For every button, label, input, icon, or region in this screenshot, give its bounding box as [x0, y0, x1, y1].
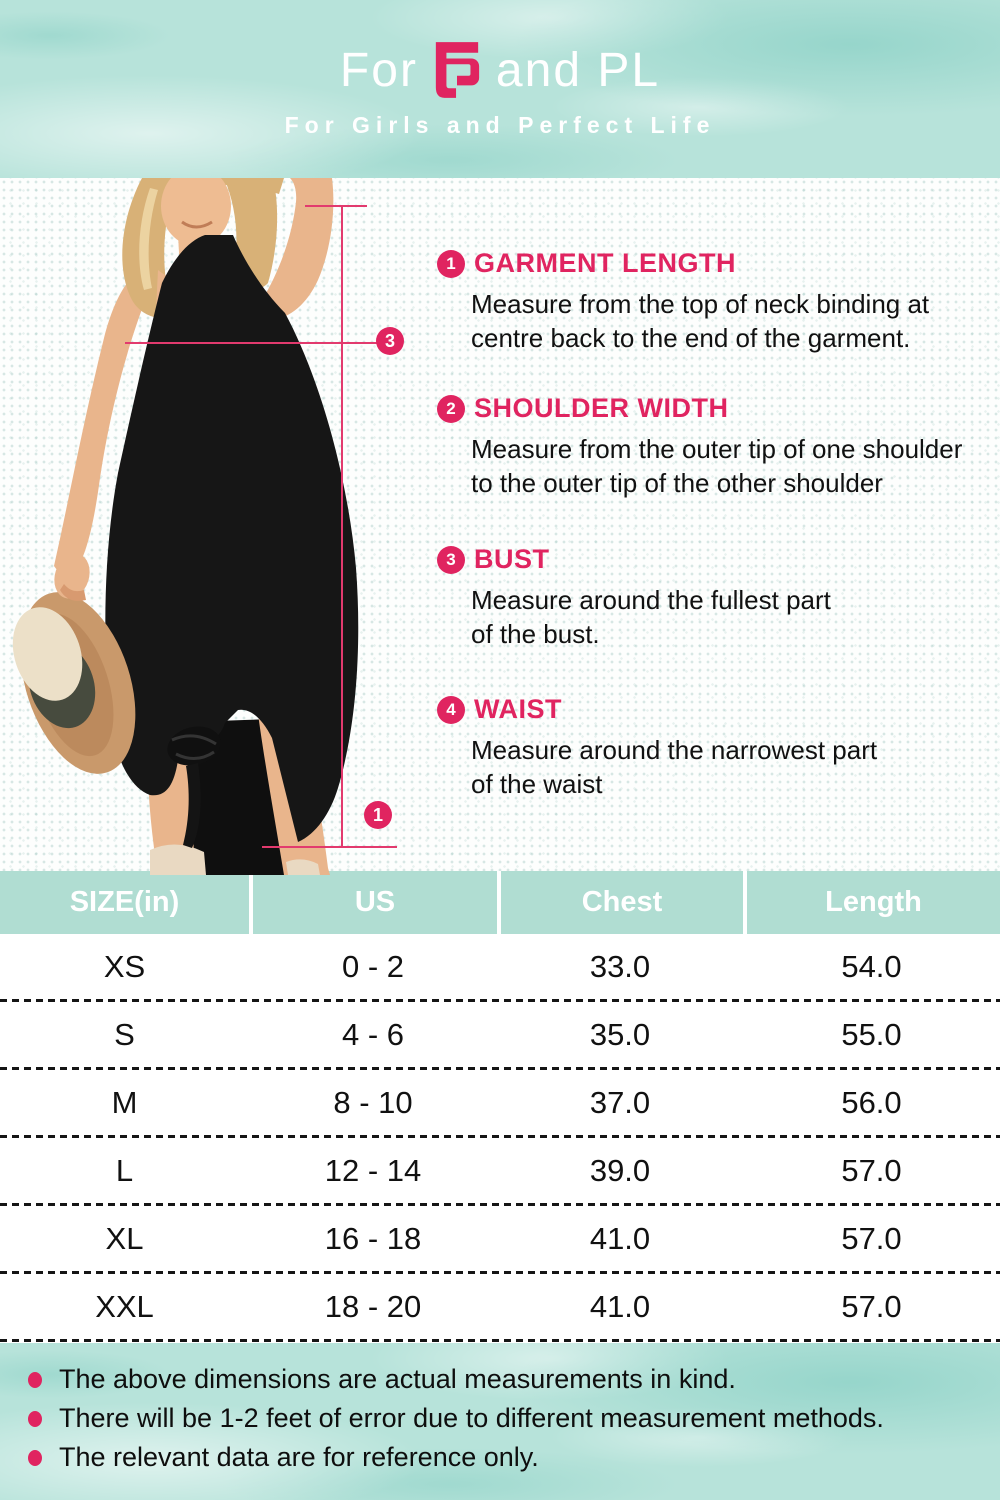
table-row: M 8 - 10 37.0 56.0 [0, 1070, 1000, 1135]
cell-chest: 33.0 [589, 948, 651, 984]
section-desc-line: of the waist [471, 769, 603, 799]
cell-length: 56.0 [841, 1084, 902, 1120]
section-desc-line: of the bust. [471, 619, 600, 649]
note-item: The relevant data are for reference only… [28, 1438, 1000, 1477]
cell-length: 55.0 [841, 1016, 902, 1052]
sun-hat [12, 592, 136, 774]
model-raised-arm [262, 178, 334, 320]
cell-size: M [111, 1084, 138, 1120]
cell-us: 12 - 14 [324, 1152, 422, 1188]
section-title: SHOULDER WIDTH [474, 393, 729, 423]
row-divider [0, 1203, 1000, 1206]
note-text: The relevant data are for reference only… [59, 1442, 539, 1472]
brand-name-right: and PL [495, 43, 661, 97]
cell-size: XL [105, 1220, 144, 1256]
model-shoes [150, 844, 320, 875]
cell-size: XXL [95, 1288, 154, 1324]
hem-line [262, 846, 397, 848]
note-text: The above dimensions are actual measurem… [59, 1364, 736, 1394]
section-shoulder-width: 2 SHOULDER WIDTH Measure from the outer … [437, 393, 982, 500]
cell-us: 0 - 2 [341, 948, 405, 984]
model-photo [12, 178, 359, 875]
cell-length: 57.0 [841, 1288, 902, 1324]
garment-length-line [341, 206, 343, 847]
row-divider [0, 999, 1000, 1002]
row-divider [0, 1339, 1000, 1342]
neck-tick-line [305, 205, 367, 207]
cell-us: 4 - 6 [341, 1016, 405, 1052]
row-divider [0, 1067, 1000, 1070]
cell-us: 16 - 18 [324, 1220, 422, 1256]
model-hand [54, 553, 90, 601]
cell-chest: 41.0 [589, 1220, 651, 1256]
bullet-icon [28, 1371, 42, 1388]
cell-length: 57.0 [841, 1152, 902, 1188]
footer-notes: The above dimensions are actual measurem… [0, 1343, 1000, 1500]
section-garment-length: 1 GARMENT LENGTH Measure from the top of… [437, 248, 982, 355]
cell-us: 8 - 10 [333, 1084, 413, 1120]
step-badge-2: 2 [437, 394, 465, 423]
section-title: BUST [474, 544, 550, 574]
step-badge-1: 1 [437, 249, 465, 278]
brand-name-left: For [339, 43, 418, 97]
section-desc-line: Measure from the outer tip of one should… [471, 434, 963, 464]
bullet-icon [28, 1449, 42, 1466]
size-chart-table: SIZE(in) US Chest Length XS 0 - 2 33.0 5… [0, 871, 1000, 1343]
row-divider [0, 1135, 1000, 1138]
table-row: XL 16 - 18 41.0 57.0 [0, 1206, 1000, 1271]
cell-size: XS [103, 948, 146, 984]
brand-banner: For and PL For Girls and Perfect Life [0, 0, 1000, 178]
section-desc-line: Measure around the narrowest part [471, 735, 878, 765]
section-desc-line: Measure around the fullest part [471, 585, 831, 615]
brand-logo: For and PL [0, 40, 1000, 100]
bust-line [125, 342, 377, 344]
cell-chest: 41.0 [589, 1288, 651, 1324]
section-bust: 3 BUST Measure around the fullest part o… [437, 544, 982, 651]
section-waist: 4 WAIST Measure around the narrowest par… [437, 694, 982, 801]
step-badge-3: 3 [437, 545, 465, 574]
model-hair [122, 178, 284, 318]
cell-chest: 37.0 [589, 1084, 651, 1120]
section-desc-line: to the outer tip of the other shoulder [471, 468, 883, 498]
cell-length: 54.0 [841, 948, 902, 984]
table-header-row: SIZE(in) US Chest Length [0, 871, 1000, 934]
table-row: S 4 - 6 35.0 55.0 [0, 1002, 1000, 1067]
column-header-size: SIZE(in) [0, 871, 249, 934]
column-header-us: US [249, 871, 497, 934]
dress-knot [167, 726, 221, 848]
step-badge-4: 4 [437, 695, 465, 724]
bullet-icon [28, 1410, 42, 1427]
cell-size: L [115, 1152, 134, 1188]
measurement-guide-area: 3 1 1 GARMENT LENGTH Measure from the to… [0, 178, 1000, 875]
note-item: There will be 1-2 feet of error due to d… [28, 1399, 1000, 1438]
column-header-chest: Chest [497, 871, 743, 934]
table-row: XXL 18 - 20 41.0 57.0 [0, 1274, 1000, 1339]
cell-length: 57.0 [841, 1220, 902, 1256]
note-text: There will be 1-2 feet of error due to d… [59, 1403, 884, 1433]
measure-marker-bust: 3 [376, 327, 404, 355]
brand-f-logo-icon [435, 42, 480, 98]
cell-size: S [114, 1016, 135, 1052]
model-left-arm [54, 265, 160, 582]
table-row: L 12 - 14 39.0 57.0 [0, 1138, 1000, 1203]
section-desc-line: Measure from the top of neck binding at [471, 289, 930, 319]
section-desc-line: centre back to the end of the garment. [471, 323, 911, 353]
cell-us: 18 - 20 [324, 1288, 422, 1324]
cell-chest: 39.0 [589, 1152, 651, 1188]
section-title: GARMENT LENGTH [474, 248, 736, 278]
row-divider [0, 1271, 1000, 1274]
section-title: WAIST [474, 694, 562, 724]
column-header-length: Length [743, 871, 1000, 934]
model-dress [105, 235, 359, 842]
brand-tagline: For Girls and Perfect Life [284, 112, 716, 138]
note-item: The above dimensions are actual measurem… [28, 1360, 1000, 1399]
cell-chest: 35.0 [589, 1016, 651, 1052]
measure-marker-garment: 1 [364, 801, 392, 829]
table-row: XS 0 - 2 33.0 54.0 [0, 934, 1000, 999]
